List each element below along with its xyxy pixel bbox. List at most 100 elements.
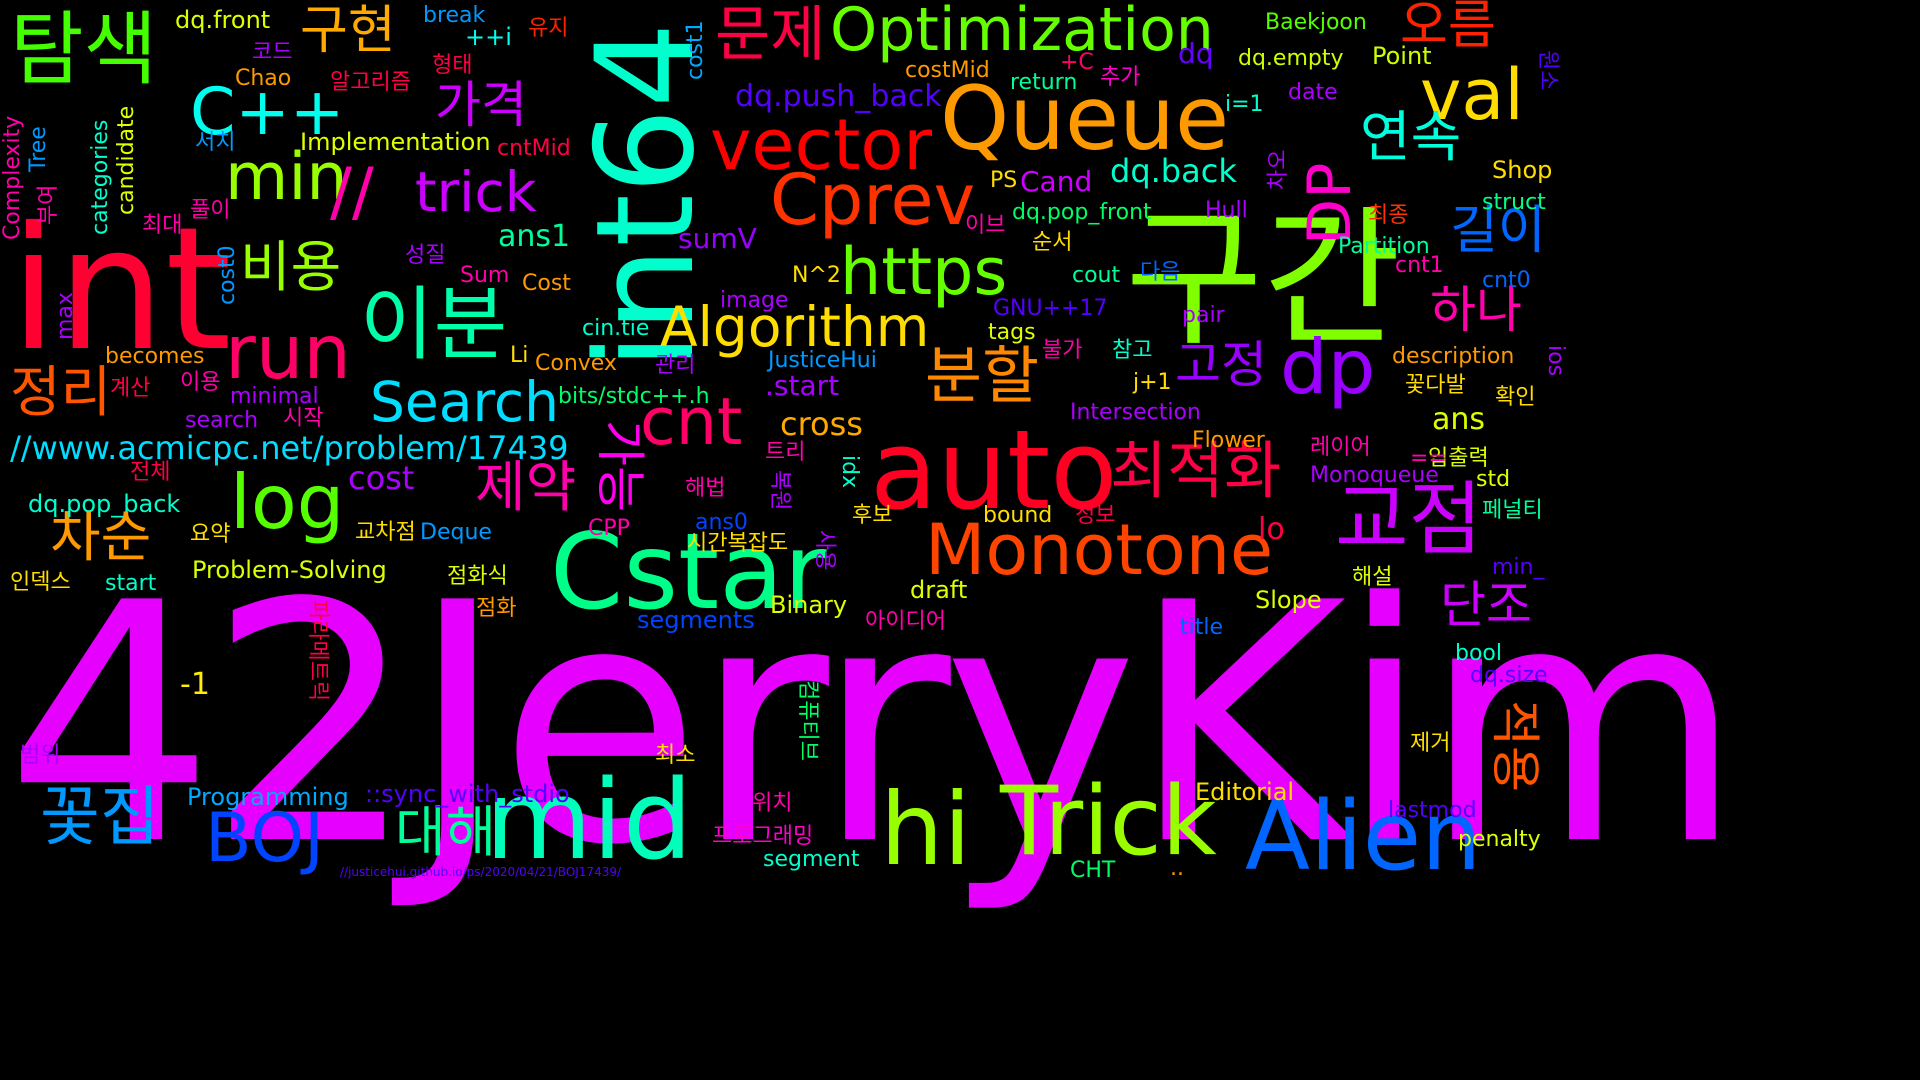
word: Convex [535, 351, 617, 376]
word: Hull [1205, 198, 1248, 223]
word: 최종 [1368, 203, 1409, 228]
word: ios [1543, 345, 1568, 377]
word: Queue [940, 67, 1230, 170]
word: 점화식 [447, 564, 508, 589]
word: log [230, 458, 345, 546]
word: 시작 [283, 406, 324, 431]
word: 오름 [1400, 0, 1496, 56]
word: ans [1432, 402, 1486, 437]
word: run [225, 308, 351, 396]
word: DP [1295, 162, 1365, 245]
word: cnt1 [1395, 253, 1444, 278]
word: //www.acmicpc.net/problem/17439 [10, 429, 569, 467]
word: 요약 [190, 522, 231, 547]
word: 해법 [685, 476, 726, 501]
word: bool [1455, 641, 1502, 666]
word: 해설 [1352, 565, 1393, 590]
word: Binary [770, 591, 848, 619]
word: 문제 [715, 0, 826, 70]
word: dq.front [175, 6, 271, 34]
word: sumV [678, 222, 757, 255]
word: 42JerryKim [5, 533, 1744, 917]
word: min [225, 140, 348, 215]
word: dq [1178, 37, 1214, 70]
word: Alien [1245, 782, 1482, 892]
word: dq.size [1470, 663, 1548, 688]
word: cnt [640, 385, 743, 460]
word: 이용 [180, 370, 221, 395]
word: dq.pop_front [1012, 200, 1152, 225]
word: search [185, 408, 259, 433]
word: Sum [460, 263, 510, 288]
word: cross [780, 405, 863, 443]
word: 원소 [1535, 50, 1560, 91]
word: ++i [465, 23, 512, 51]
word: candidate [114, 105, 139, 215]
word: N^2 [792, 263, 841, 288]
word: cost0 [215, 245, 240, 305]
word: dq.pop_back [28, 490, 181, 518]
word: image [720, 288, 789, 313]
word: 트리 [765, 440, 806, 465]
word: 후보 [852, 503, 893, 528]
word: 페널티 [1482, 498, 1543, 523]
word: 시간복잡도 [687, 531, 789, 556]
word: Programming [187, 783, 349, 811]
word: return [1010, 70, 1078, 95]
word: 정리 [10, 360, 112, 424]
word: 참고 [1112, 338, 1153, 363]
word: 제약 [475, 455, 577, 519]
word: hi [880, 771, 972, 888]
word: Flower [1192, 428, 1265, 453]
word: start [105, 571, 157, 596]
word: 정보 [1075, 503, 1116, 528]
word: cntMid [497, 136, 571, 161]
word: 사용 [812, 530, 837, 571]
word: vector [710, 104, 933, 186]
word: Cprev [770, 159, 976, 241]
word: break [423, 3, 486, 28]
word: draft [910, 576, 968, 604]
word: std [1476, 467, 1511, 492]
word: 구현 [300, 1, 396, 61]
word: 형태 [432, 53, 473, 78]
word: Tree [26, 126, 51, 172]
word: 파라메트릭 [305, 600, 330, 702]
word: Cost [522, 271, 571, 296]
word: bound [983, 503, 1053, 528]
word: C++ [190, 75, 345, 150]
word: 코드 [252, 40, 293, 65]
word: 알고리즘 [330, 70, 411, 95]
word: 구간 [1125, 193, 1402, 367]
word: description [1392, 344, 1515, 369]
word: Intersection [1070, 400, 1201, 425]
word: 교차점 [355, 520, 416, 545]
word: dq.back [1110, 152, 1237, 190]
word: 불가 [1042, 338, 1083, 363]
word: .. [1170, 856, 1184, 881]
word: Search [370, 370, 559, 434]
word: cost1 [683, 20, 708, 80]
word: 계산 [110, 376, 151, 401]
word: PS [990, 168, 1018, 193]
word: dq.push_back [735, 79, 942, 114]
word: 가격 [435, 76, 527, 134]
word: auto [870, 406, 1118, 534]
word: 전체 [130, 460, 171, 485]
word: idx [837, 455, 862, 489]
word: 유지 [528, 16, 569, 41]
word: pair [1182, 303, 1225, 328]
word: 풀이 [190, 198, 231, 223]
word: CHT [1070, 858, 1116, 883]
word: ::sync_with_stdio [365, 780, 570, 808]
word: 탐색 [10, 3, 158, 96]
word: Monotone [925, 509, 1274, 591]
word: Algorithm [660, 295, 930, 359]
word: minimal [230, 384, 319, 409]
word: 가능 [591, 420, 649, 512]
word: 성질 [405, 243, 446, 268]
word: Li [510, 343, 529, 368]
word: costMid [905, 58, 990, 83]
word: 꽃집 [40, 780, 160, 855]
